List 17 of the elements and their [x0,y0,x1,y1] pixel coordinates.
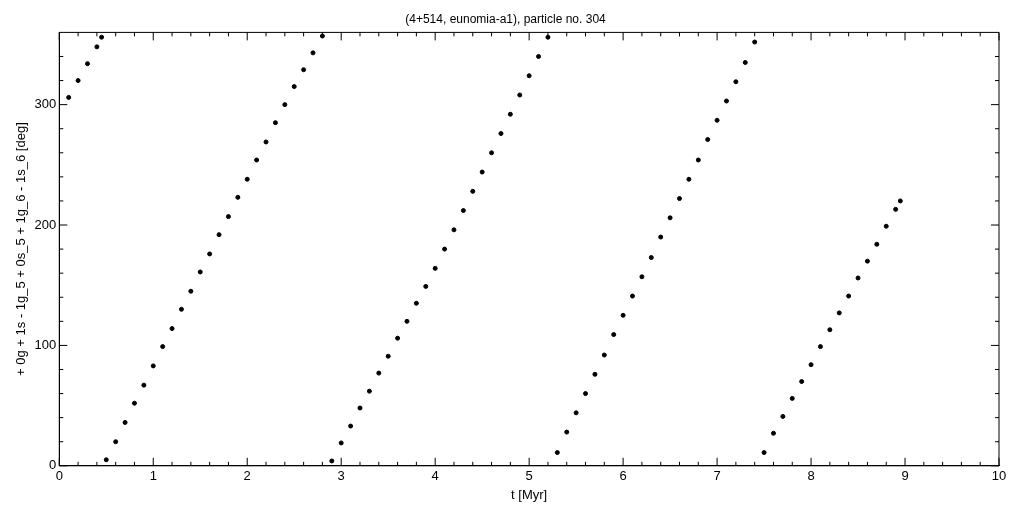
x-tick-label: 10 [991,468,1007,484]
x-tick-label: 2 [243,468,251,484]
x-tick-label: 9 [901,468,909,484]
y-axis-title: + 0g + 1s - 1g_5 + 0s_5 + 1g_6 - 1s_6 [deg] [13,122,29,376]
x-tick-label: 1 [149,468,157,484]
y-tick-label: 100 [34,336,57,352]
x-tick-label: 3 [337,468,345,484]
y-tick-label: 300 [34,96,57,112]
x-tick-label: 8 [807,468,815,484]
y-tick-label: 0 [49,457,57,473]
x-tick-label: 7 [713,468,721,484]
x-tick-label: 6 [619,468,627,484]
x-tick-label: 4 [431,468,439,484]
y-tick-label: 200 [34,216,57,232]
x-axis-title: t [Myr] [511,486,548,502]
x-tick-label: 5 [525,468,533,484]
chart-title: (4+514, eunomia-a1), particle no. 304 [405,11,607,26]
